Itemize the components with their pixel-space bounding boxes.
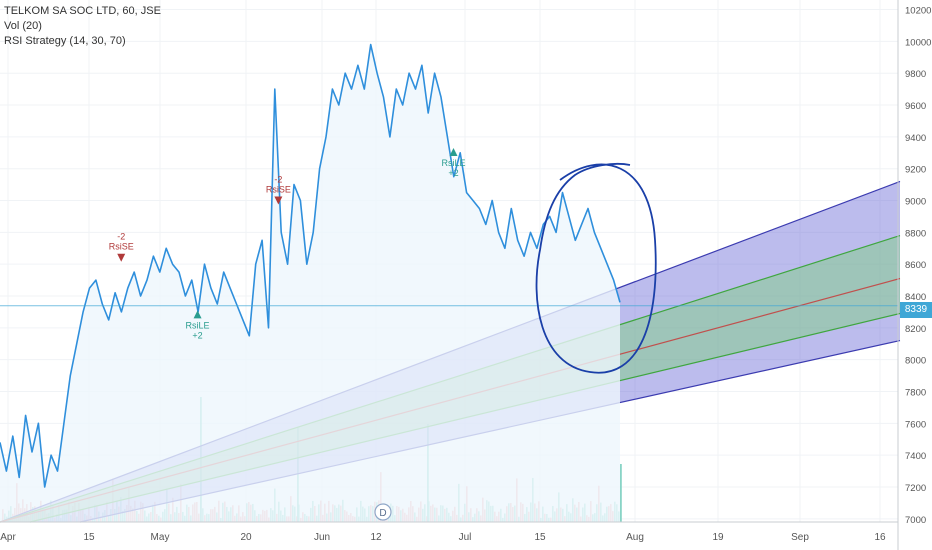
- highlight-circle: [535, 162, 657, 374]
- x-tick-label: 16: [874, 532, 886, 543]
- earnings-marker-label: D: [379, 508, 386, 519]
- y-tick-label: 8400: [905, 292, 926, 303]
- y-tick-label: 7200: [905, 483, 926, 494]
- signal-qty: -2: [274, 174, 282, 184]
- y-tick-label: 10000: [905, 37, 931, 48]
- sell-arrow-icon: [117, 253, 126, 262]
- price-series: [0, 43, 898, 522]
- x-tick-label: 20: [240, 532, 252, 543]
- legend-symbol[interactable]: TELKOM SA SOC LTD, 60, JSE: [4, 5, 161, 17]
- x-tick-label: Jul: [459, 532, 472, 543]
- legend-strategy[interactable]: RSI Strategy (14, 30, 70): [4, 35, 126, 47]
- signal-label: RsiLE: [441, 158, 465, 168]
- volume-spike: [620, 464, 622, 522]
- price-area-fill: [0, 44, 620, 522]
- y-tick-label: 8600: [905, 260, 926, 271]
- buy-arrow-icon: [193, 310, 202, 319]
- y-tick-label: 8200: [905, 324, 926, 335]
- x-tick-label: Jun: [314, 532, 330, 543]
- earnings-marker-icon: D: [374, 503, 392, 521]
- earnings-marker-circle: [374, 503, 392, 521]
- x-tick-label: Sep: [791, 532, 809, 543]
- signal-qty: -2: [117, 232, 125, 242]
- price-line: [0, 43, 621, 488]
- y-tick-label: 10200: [905, 6, 931, 17]
- x-tick-label: 15: [534, 532, 546, 543]
- buy-arrow-icon: [449, 148, 458, 157]
- x-tick-label: Aug: [626, 532, 644, 543]
- y-tick-label: 8800: [905, 228, 926, 239]
- signal-label: RsiLE: [186, 320, 210, 330]
- y-tick-label: 9200: [905, 165, 926, 176]
- y-tick-label: 7400: [905, 451, 926, 462]
- y-tick-label: 9800: [905, 69, 926, 80]
- y-tick-label: 9000: [905, 197, 926, 208]
- y-tick-label: 7800: [905, 388, 926, 399]
- y-tick-label: 7600: [905, 419, 926, 430]
- signal-label: RsiSE: [266, 184, 291, 194]
- signal-label: RsiSE: [109, 242, 134, 252]
- legend-volume[interactable]: Vol (20): [4, 20, 42, 32]
- x-tick-label: 15: [83, 532, 95, 543]
- y-tick-label: 7000: [905, 515, 926, 526]
- y-tick-label: 9400: [905, 133, 926, 144]
- signal-qty: +2: [448, 168, 458, 178]
- y-tick-label: 9600: [905, 101, 926, 112]
- chart-legend: TELKOM SA SOC LTD, 60, JSE Vol (20) RSI …: [4, 4, 161, 49]
- signal-qty: +2: [192, 330, 202, 340]
- x-tick-label: May: [151, 532, 170, 543]
- x-tick-label: 12: [370, 532, 382, 543]
- y-tick-label: 8000: [905, 356, 926, 367]
- x-tick-label: 19: [712, 532, 724, 543]
- annotations: D: [374, 162, 657, 521]
- current-price-label: 8339: [900, 302, 932, 318]
- x-tick-label: Apr: [0, 532, 16, 543]
- sell-arrow-icon: [274, 196, 283, 205]
